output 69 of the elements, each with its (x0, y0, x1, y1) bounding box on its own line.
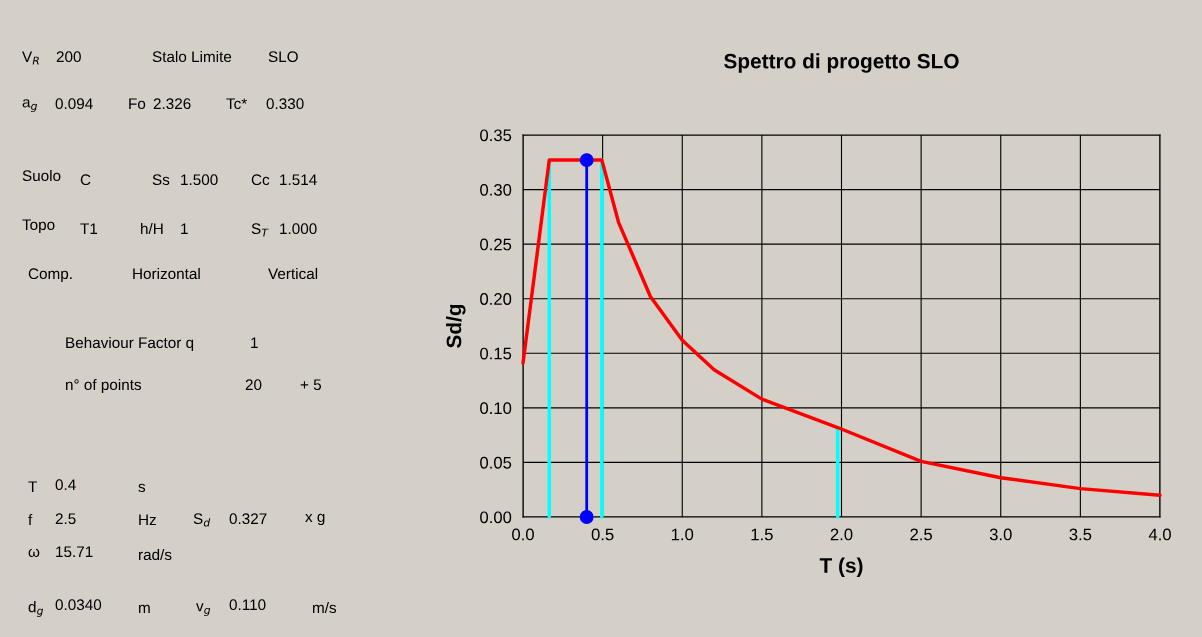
text: Topo (22, 219, 55, 234)
text: Comp. (28, 268, 72, 283)
text: S$_{T}$ (251, 223, 269, 237)
text: Behaviour Factor q (66, 336, 194, 352)
x-tick-label: 1.0 (671, 528, 694, 541)
y-tick-label: 0.15 (480, 347, 512, 360)
text: 0.330 (266, 98, 304, 110)
text: 15.71 (56, 546, 93, 558)
text: m (139, 604, 150, 613)
x-tick-label: 1.5 (751, 528, 773, 541)
text: rad/s (139, 548, 172, 561)
x-tick-label: 0.5 (591, 528, 614, 541)
text: Cc (251, 174, 270, 186)
text: f (28, 513, 33, 525)
text: n° of points (66, 378, 142, 394)
y-tick-label: 0.10 (480, 402, 512, 415)
text: Stalo Limite (152, 50, 232, 63)
x-axis-title: T (s) (819, 557, 863, 577)
x-tick-label: 3.0 (989, 528, 1012, 541)
text: 1.000 (280, 223, 317, 235)
text: h/H (141, 222, 163, 235)
text: 0.110 (229, 599, 266, 611)
line-series (521, 158, 1162, 497)
text: v$_{g}$ (196, 603, 211, 617)
text: Vertical (268, 267, 318, 280)
text: a$_{g}$ (22, 99, 38, 113)
y-tick-label: 0.00 (480, 511, 512, 524)
text: 1 (181, 223, 188, 234)
text: 1.500 (181, 174, 218, 186)
text: 1.514 (280, 174, 317, 186)
y-tick-label: 0.30 (480, 183, 512, 196)
text: 2.5 (55, 513, 76, 525)
y-tick-label: 0.35 (480, 129, 512, 142)
x-tick-label: 2.5 (910, 528, 933, 541)
text: 2.326 (153, 98, 191, 110)
text: Hz (139, 514, 156, 525)
x-tick-label: 2.0 (830, 528, 853, 541)
text: 200 (56, 51, 81, 63)
text: S$_{d}$ (193, 513, 211, 527)
text: 1 (251, 337, 258, 348)
y-tick-label: 0.20 (480, 293, 512, 305)
chart-title: Spettro di progetto SLO (724, 53, 959, 73)
text: T (28, 481, 37, 492)
text: 0.327 (229, 513, 267, 525)
text: m/s (313, 601, 337, 614)
text: Tc* (226, 98, 247, 110)
text: d$_{g}$ (28, 601, 44, 617)
text: 0.4 (55, 479, 76, 491)
text: C (80, 174, 91, 186)
y-axis-title: Sd/g (446, 304, 466, 348)
x-tick-label: 3.5 (1069, 528, 1092, 541)
text: V$_{R}$ (22, 51, 39, 65)
text: 20 (245, 379, 262, 391)
text: SLO (268, 51, 298, 63)
text: Suolo (22, 169, 61, 182)
y-tick-label: 0.05 (480, 456, 512, 469)
text: Horizontal (133, 267, 200, 280)
text: x g (305, 513, 325, 526)
text: Ss (152, 174, 170, 186)
x-tick-label: 0.0 (512, 528, 534, 541)
text: ω (28, 548, 40, 558)
text: Fo (129, 98, 146, 110)
text: + 5 (300, 379, 322, 391)
x-tick-label: 4.0 (1148, 528, 1171, 541)
text: s (138, 483, 146, 493)
text: 0.0340 (55, 599, 102, 611)
text: 0.094 (55, 98, 93, 110)
y-tick-label: 0.25 (480, 238, 512, 251)
text: T1 (80, 223, 98, 234)
